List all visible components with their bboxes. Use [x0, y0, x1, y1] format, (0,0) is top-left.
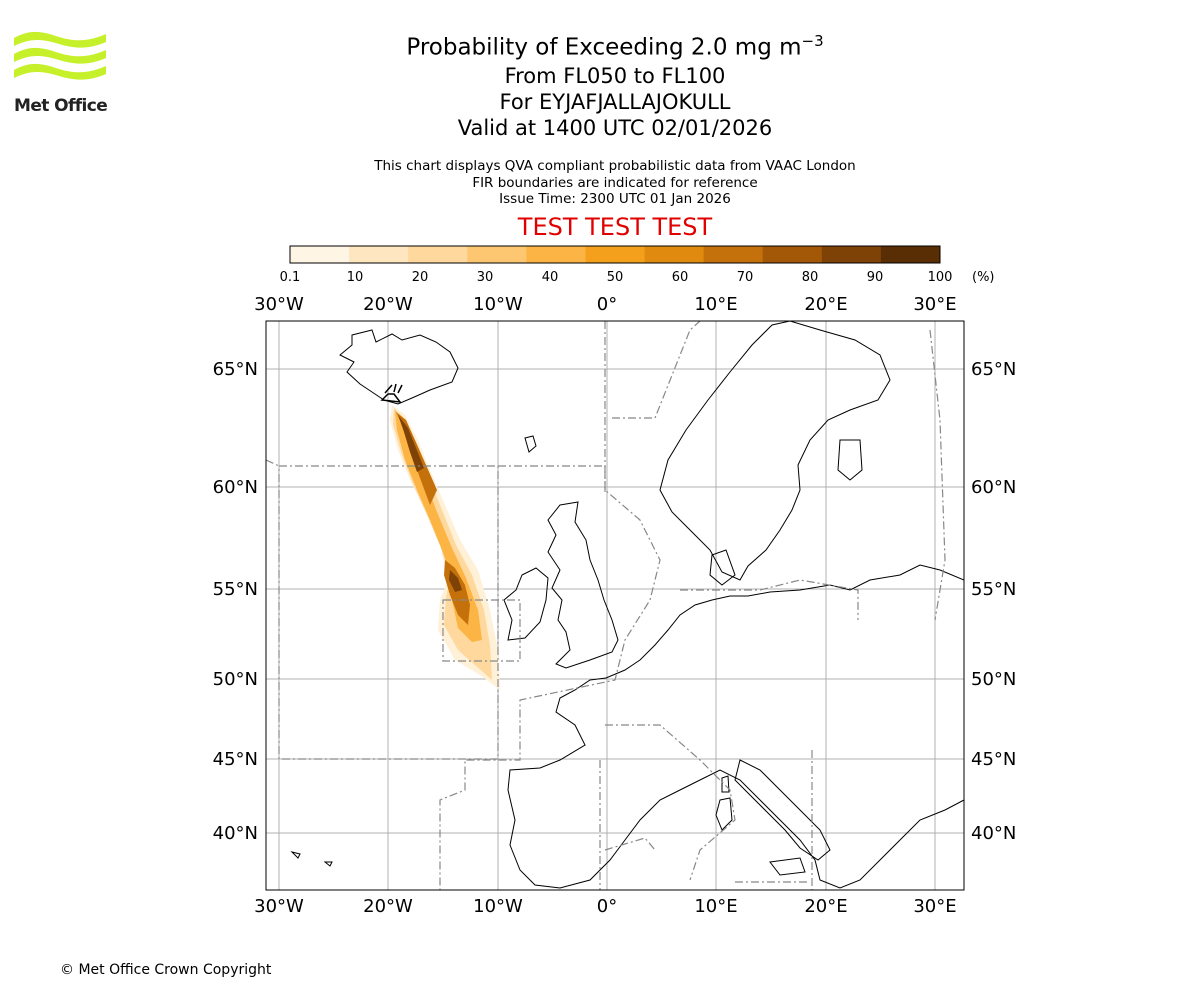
fir-boundaries: [266, 321, 946, 890]
note-qva: This chart displays QVA compliant probab…: [374, 158, 856, 174]
title-exponent: −3: [801, 32, 824, 50]
ash-plume: [390, 405, 500, 690]
lat-label: 60°N: [971, 477, 1016, 498]
lon-labels-bottom: 30°W 20°W 10°W 0° 10°E 20°E 30°E: [254, 896, 956, 917]
colorbar-cell: [290, 246, 350, 263]
lat-label: 40°N: [971, 823, 1016, 844]
lat-label: 50°N: [971, 669, 1016, 690]
colorbar-tick: 50: [606, 270, 624, 285]
colorbar-cell: [644, 246, 705, 263]
lon-label: 10°W: [473, 294, 523, 315]
valid-time: Valid at 1400 UTC 02/01/2026: [457, 115, 773, 140]
coastlines: [290, 321, 964, 889]
colorbar-tick: 100: [927, 270, 953, 285]
lon-label: 10°W: [473, 896, 523, 917]
map-background: [266, 321, 964, 890]
note-fir: FIR boundaries are indicated for referen…: [472, 174, 758, 191]
lat-label: 40°N: [213, 823, 258, 844]
test-banner: TEST TEST TEST: [517, 213, 713, 241]
note-issue-time: Issue Time: 2300 UTC 01 Jan 2026: [499, 191, 731, 207]
colorbar-unit: (%): [972, 270, 995, 285]
colorbar-tick: 0.1: [279, 270, 301, 285]
lon-label: 20°W: [363, 896, 413, 917]
lon-label: 10°E: [694, 294, 737, 315]
met-office-logo: Met Office: [14, 30, 109, 116]
lat-labels-left: 65°N 60°N 55°N 50°N 45°N 40°N: [213, 359, 258, 844]
colorbar-tick: 30: [476, 270, 494, 285]
flight-level-range: From FL050 to FL100: [504, 63, 726, 88]
lat-label: 55°N: [971, 579, 1016, 600]
lat-label: 60°N: [213, 477, 258, 498]
lat-label: 45°N: [971, 749, 1016, 770]
colorbar-cell: [408, 246, 468, 263]
colorbar-tick: 80: [801, 270, 819, 285]
met-office-logo-text: Met Office: [14, 96, 108, 116]
lon-label: 20°E: [804, 896, 847, 917]
lon-label: 30°E: [913, 294, 956, 315]
lon-label: 30°W: [254, 294, 304, 315]
lon-label: 0°: [597, 896, 617, 917]
title-block: Probability of Exceeding 2.0 mg m−3 From…: [215, 26, 1015, 141]
lon-labels-top: 30°W 20°W 10°W 0° 10°E 20°E 30°E: [254, 294, 956, 315]
colorbar: [289, 245, 941, 264]
lat-label: 65°N: [213, 359, 258, 380]
title-main: Probability of Exceeding 2.0 mg m: [406, 34, 802, 61]
lat-label: 45°N: [213, 749, 258, 770]
lat-label: 50°N: [213, 669, 258, 690]
colorbar-tick: 60: [671, 270, 689, 285]
map-frame: [265, 320, 965, 891]
lon-label: 30°E: [913, 896, 956, 917]
colorbar-tick: 40: [541, 270, 559, 285]
colorbar-cell: [526, 246, 586, 263]
colorbar-tick: 10: [346, 270, 364, 285]
lat-labels-right: 65°N 60°N 55°N 50°N 45°N 40°N: [971, 359, 1016, 844]
colorbar-tick: 90: [866, 270, 884, 285]
colorbar-tick: 20: [411, 270, 429, 285]
colorbar-cell: [703, 246, 764, 263]
colorbar-cell: [762, 246, 823, 263]
lon-label: 20°E: [804, 294, 847, 315]
lon-label: 0°: [597, 294, 617, 315]
colorbar-cell: [880, 246, 941, 263]
colorbar-cell: [585, 246, 646, 263]
colorbar-cell: [467, 246, 527, 263]
volcano-name: For EYJAFJALLAJOKULL: [499, 89, 731, 114]
lon-label: 10°E: [694, 896, 737, 917]
graticule: [266, 321, 964, 890]
lat-label: 55°N: [213, 579, 258, 600]
lat-label: 65°N: [971, 359, 1016, 380]
lon-label: 30°W: [254, 896, 304, 917]
colorbar-tick: 70: [736, 270, 754, 285]
met-office-waves-icon: [14, 31, 106, 80]
colorbar-cell: [821, 246, 882, 263]
colorbar-cell: [349, 246, 409, 263]
notes-block: This chart displays QVA compliant probab…: [215, 158, 1015, 208]
copyright: © Met Office Crown Copyright: [60, 962, 272, 978]
volcano-icon: [380, 383, 403, 403]
chart-title: Probability of Exceeding 2.0 mg m−3: [215, 26, 1015, 63]
lon-label: 20°W: [363, 294, 413, 315]
